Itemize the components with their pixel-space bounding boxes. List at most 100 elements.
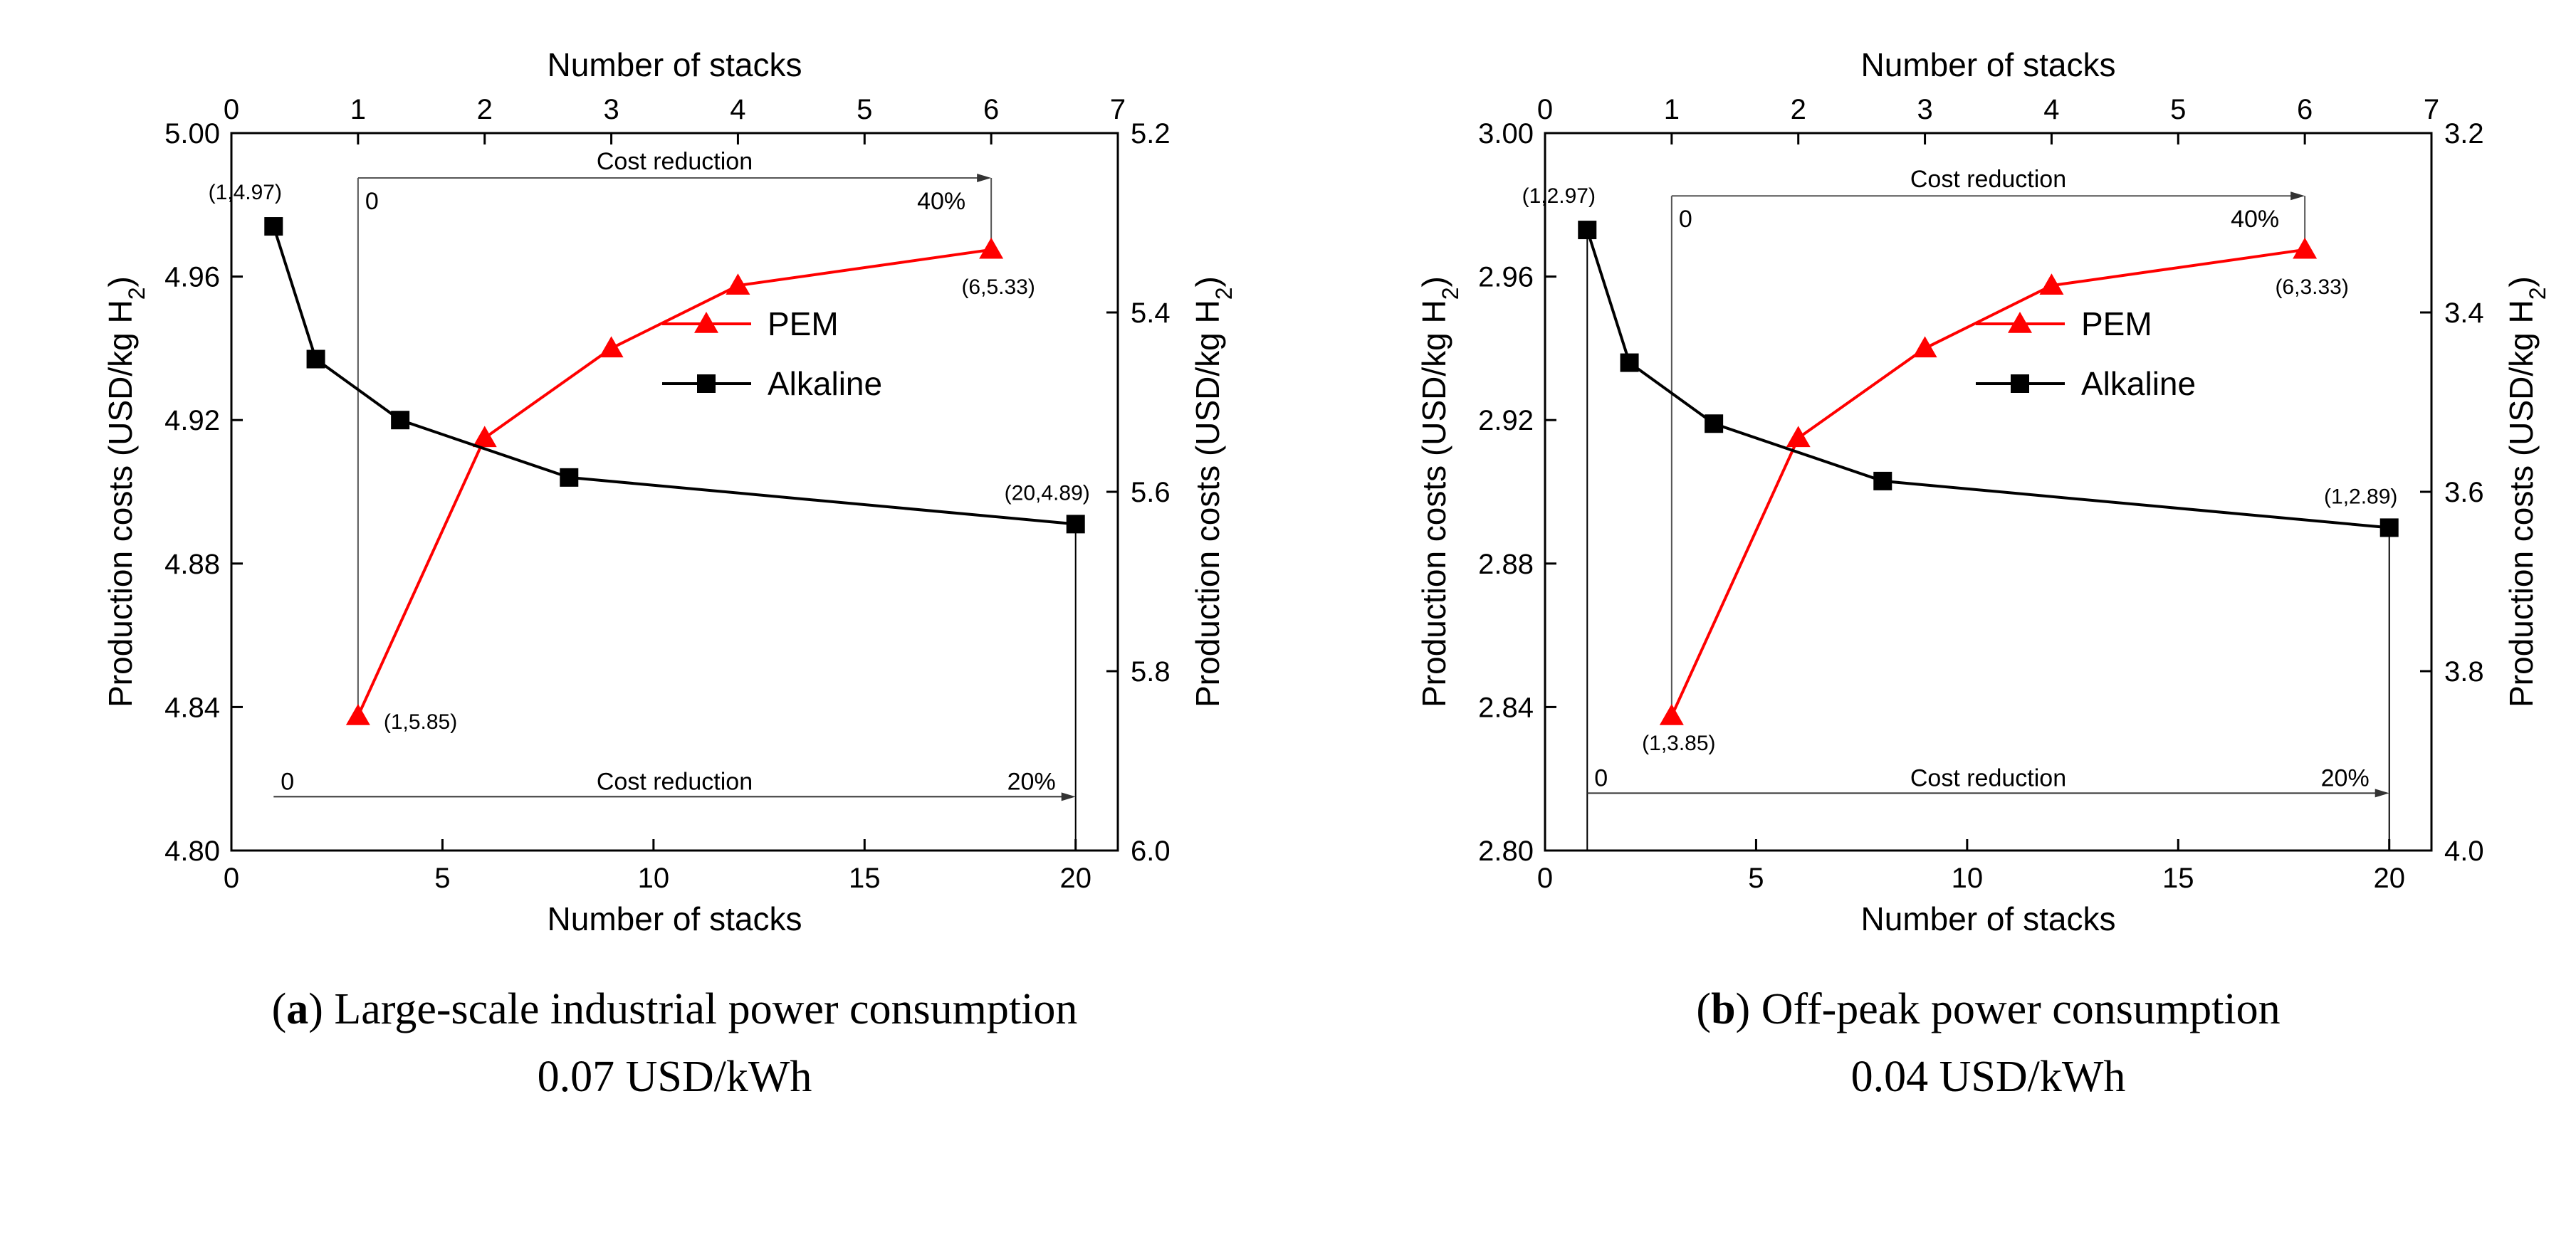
x-bottom-tick-label: 5 bbox=[434, 863, 450, 894]
x-top-tick-label: 0 bbox=[224, 94, 239, 125]
x-bottom-tick-label: 15 bbox=[849, 863, 881, 894]
y-left-tick-label: 5.00 bbox=[164, 118, 220, 149]
x-top-tick-label: 5 bbox=[857, 94, 872, 125]
legend-marker-square bbox=[2011, 374, 2029, 393]
x-top-axis-title: Number of stacks bbox=[1861, 46, 2116, 83]
chart-panel-b: 0 5 10 15 20 0 1 2 3 4 5 6 7 2.80 2.84 2.88 2.92 2.96 3.00… bbox=[1415, 46, 2550, 1101]
legend-label: PEM bbox=[768, 305, 839, 342]
alkaline-reduction-arrowhead bbox=[2375, 789, 2389, 798]
y-right-axis-title: Production costs (USD/kg H2) bbox=[2503, 276, 2550, 707]
y-right-tick-label: 6.0 bbox=[1131, 836, 1171, 867]
pem-point bbox=[1786, 426, 1811, 448]
legend-item-pem: PEM bbox=[1976, 305, 2152, 342]
alkaline-end-label: (20,4.89) bbox=[1005, 481, 1090, 505]
y-left-tick-label: 2.80 bbox=[1478, 836, 1534, 867]
pem-point bbox=[2293, 237, 2318, 259]
y-left-tick-label: 4.88 bbox=[164, 549, 220, 580]
x-top-tick-label: 0 bbox=[1537, 94, 1553, 125]
y-left-tick-label: 3.00 bbox=[1478, 118, 1534, 149]
pem-reduction-title: Cost reduction bbox=[1910, 166, 2066, 193]
y-left-axis-title: Production costs (USD/kg H2) bbox=[102, 276, 150, 707]
alkaline-point bbox=[1066, 515, 1085, 534]
y-right-tick-label: 5.2 bbox=[1131, 118, 1171, 149]
x-bottom-tick-label: 5 bbox=[1748, 863, 1764, 894]
series-pem bbox=[1659, 237, 2318, 725]
series-line bbox=[357, 248, 992, 717]
y-right-tick-label: 3.2 bbox=[2444, 118, 2484, 149]
legend-marker-triangle bbox=[2008, 312, 2032, 333]
alkaline-point bbox=[391, 411, 410, 430]
caption-line-1: (b) Off-peak power consumption bbox=[1696, 985, 2280, 1033]
alkaline-reduction-end-label: 20% bbox=[2321, 764, 2370, 791]
series-alkaline bbox=[264, 217, 1085, 534]
legend-label: Alkaline bbox=[768, 365, 882, 402]
x-top-tick-label: 2 bbox=[1791, 94, 1806, 125]
series-pem bbox=[345, 237, 1004, 725]
alkaline-reduction-title: Cost reduction bbox=[1910, 764, 2066, 791]
pem-reduction-end-label: 40% bbox=[917, 188, 965, 215]
y-right-axis-title: Production costs (USD/kg H2) bbox=[1189, 276, 1237, 707]
y-left-tick-label: 4.80 bbox=[164, 836, 220, 867]
pem-reduction-start-label: 0 bbox=[1679, 206, 1692, 233]
x-top-tick-label: 7 bbox=[2424, 94, 2439, 125]
pem-end-label: (6,5.33) bbox=[961, 275, 1035, 299]
y-right-tick-label: 3.4 bbox=[2444, 298, 2484, 329]
pem-point bbox=[979, 237, 1004, 259]
alkaline-point bbox=[264, 217, 283, 236]
legend-label: PEM bbox=[2081, 305, 2152, 342]
chart-panel-a: 0 5 10 15 20 0 1 2 3 4 5 6 7 4.80 4.84 4.88 4.92 4.96 5.00… bbox=[102, 46, 1237, 1101]
series-alkaline bbox=[1578, 221, 2399, 537]
pem-reduction-arrowhead bbox=[977, 174, 992, 182]
pem-reduction-start-label: 0 bbox=[365, 188, 379, 215]
pem-point bbox=[345, 704, 370, 725]
alkaline-point bbox=[560, 468, 579, 487]
y-left-axis-title: Production costs (USD/kg H2) bbox=[1415, 276, 1463, 707]
pem-end-label: (6,3.33) bbox=[2275, 275, 2348, 299]
alkaline-point bbox=[1873, 471, 1892, 490]
y-right-tick-label: 5.8 bbox=[1131, 656, 1171, 688]
pem-point bbox=[599, 336, 624, 358]
alkaline-end-label: (1,2.89) bbox=[2324, 485, 2397, 508]
x-bottom-tick-label: 20 bbox=[1059, 863, 1091, 894]
alkaline-reduction-arrowhead bbox=[1061, 792, 1076, 801]
caption-line-1: (a) Large-scale industrial power consump… bbox=[272, 985, 1078, 1033]
y-right-tick-label: 5.6 bbox=[1131, 477, 1171, 508]
alkaline-point bbox=[1705, 414, 1724, 433]
x-bottom-tick-label: 10 bbox=[638, 863, 670, 894]
pem-reduction-arrowhead bbox=[2290, 191, 2305, 201]
series-line bbox=[1586, 229, 2389, 530]
legend-marker-square bbox=[697, 374, 716, 393]
alkaline-reduction-end-label: 20% bbox=[1007, 768, 1056, 795]
y-left-tick-label: 4.84 bbox=[164, 692, 220, 723]
y-left-tick-label: 2.96 bbox=[1478, 262, 1534, 293]
legend-marker-triangle bbox=[694, 312, 718, 333]
series-line bbox=[1670, 248, 2305, 717]
caption-line-2: 0.07 USD/kWh bbox=[538, 1053, 812, 1101]
x-bottom-tick-label: 0 bbox=[1537, 863, 1553, 894]
x-top-tick-label: 7 bbox=[1110, 94, 1126, 125]
caption-line-2: 0.04 USD/kWh bbox=[1851, 1053, 2126, 1101]
y-right-tick-label: 5.4 bbox=[1131, 298, 1171, 329]
x-top-tick-label: 4 bbox=[730, 94, 745, 125]
legend-item-alkaline: Alkaline bbox=[1976, 365, 2196, 402]
pem-reduction-title: Cost reduction bbox=[597, 148, 753, 175]
x-top-tick-label: 2 bbox=[477, 94, 493, 125]
x-top-tick-label: 4 bbox=[2043, 94, 2059, 125]
x-top-tick-label: 3 bbox=[603, 94, 619, 125]
alkaline-point bbox=[1578, 221, 1597, 240]
y-right-tick-label: 3.6 bbox=[2444, 477, 2484, 508]
pem-start-label: (1,3.85) bbox=[1642, 732, 1715, 755]
alkaline-reduction-start-label: 0 bbox=[281, 768, 294, 795]
plot-frame bbox=[230, 132, 1119, 852]
alkaline-point bbox=[2379, 518, 2399, 537]
y-left-tick-label: 4.92 bbox=[164, 405, 220, 436]
alkaline-point bbox=[1620, 353, 1639, 372]
y-left-tick-label: 2.88 bbox=[1478, 549, 1534, 580]
x-top-tick-label: 6 bbox=[2297, 94, 2313, 125]
legend-item-pem: PEM bbox=[662, 305, 839, 342]
pem-point bbox=[726, 273, 750, 295]
x-bottom-tick-label: 10 bbox=[1952, 863, 1984, 894]
y-right-tick-label: 4.0 bbox=[2444, 836, 2484, 867]
pem-point bbox=[472, 426, 497, 448]
